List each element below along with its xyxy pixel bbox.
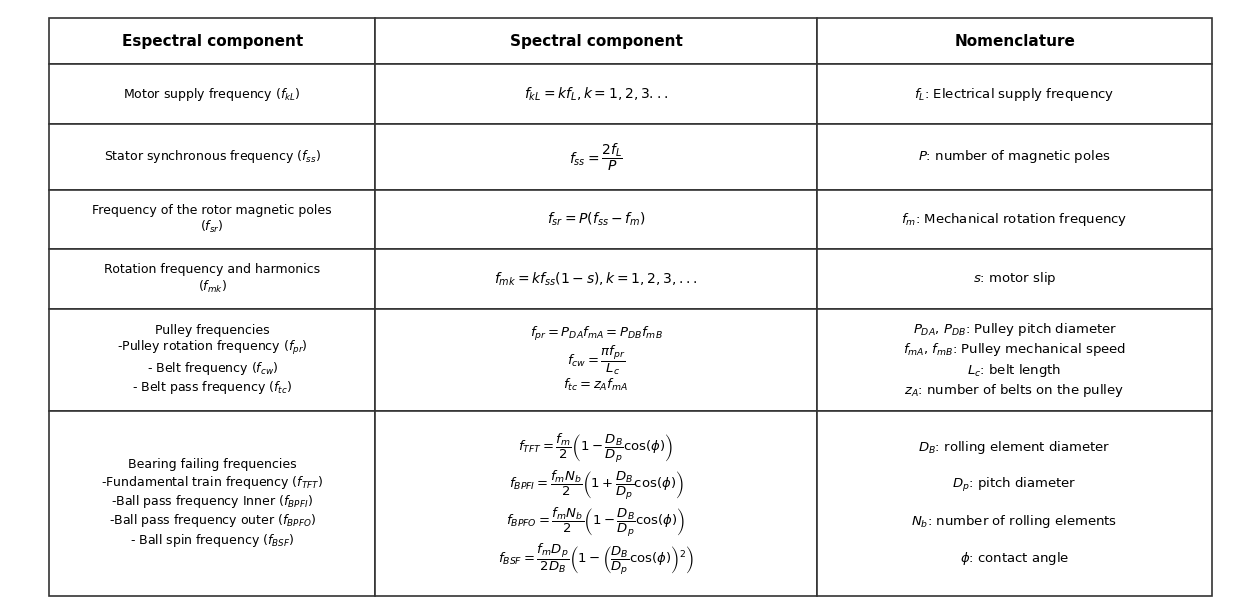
Bar [49,124,375,190]
Bar [375,18,816,64]
Bar [816,124,1212,190]
Text: $f_{mk} = kf_{ss}(1-s), k = 1,2,3, ...$: $f_{mk} = kf_{ss}(1-s), k = 1,2,3, ...$ [494,271,698,288]
Text: $f_{TFT} = \dfrac{f_m}{2}\left(1 - \dfrac{D_B}{D_p}\cos(\phi)\right)$: $f_{TFT} = \dfrac{f_m}{2}\left(1 - \dfra… [518,431,674,465]
Text: $f_{mA}$, $f_{mB}$: Pulley mechanical speed: $f_{mA}$, $f_{mB}$: Pulley mechanical sp… [903,341,1126,358]
Text: $f_{ss} = \dfrac{2f_L}{P}$: $f_{ss} = \dfrac{2f_L}{P}$ [569,141,623,173]
Bar [375,249,816,309]
Bar [49,411,375,596]
Bar [49,190,375,249]
Text: Motor supply frequency ($f_{kL}$): Motor supply frequency ($f_{kL}$) [124,86,301,103]
Text: $s$: motor slip: $s$: motor slip [972,271,1056,288]
Bar [375,190,816,249]
Text: $f_{BSF} = \dfrac{f_m D_p}{2D_B}\left(1 - \left(\dfrac{D_B}{D_p}\cos(\phi)\right: $f_{BSF} = \dfrac{f_m D_p}{2D_B}\left(1 … [499,541,694,576]
Text: $L_c$: belt length: $L_c$: belt length [967,362,1061,379]
Text: $z_A$: number of belts on the pulley: $z_A$: number of belts on the pulley [904,382,1124,399]
Bar [816,64,1212,124]
Text: Spectral component: Spectral component [510,34,683,49]
Text: $f_{sr} = P(f_{ss} - f_m)$: $f_{sr} = P(f_{ss} - f_m)$ [547,211,646,228]
Text: Frequency of the rotor magnetic poles
($f_{sr}$): Frequency of the rotor magnetic poles ($… [93,204,332,235]
Bar [816,190,1212,249]
Text: $D_B$: rolling element diameter: $D_B$: rolling element diameter [919,440,1111,457]
Text: $f_{cw} = \dfrac{\pi f_{pr}}{L_c}$: $f_{cw} = \dfrac{\pi f_{pr}}{L_c}$ [567,343,626,376]
Bar [49,249,375,309]
Bar [375,309,816,411]
Text: $f_{tc} = z_A f_{mA}$: $f_{tc} = z_A f_{mA}$ [564,378,628,393]
Bar [375,411,816,596]
Text: $f_m$: Mechanical rotation frequency: $f_m$: Mechanical rotation frequency [902,211,1128,228]
Bar [816,411,1212,596]
Bar [49,64,375,124]
Bar [816,18,1212,64]
Text: $f_{pr} = P_{DA}f_{mA} = P_{DB}f_{mB}$: $f_{pr} = P_{DA}f_{mA} = P_{DB}f_{mB}$ [529,325,662,344]
Text: $D_p$: pitch diameter: $D_p$: pitch diameter [952,476,1077,494]
Bar [375,64,816,124]
Text: $\phi$: contact angle: $\phi$: contact angle [960,550,1069,567]
Text: Bearing failing frequencies
-Fundamental train frequency ($f_{TFT}$)
-Ball pass : Bearing failing frequencies -Fundamental… [101,458,323,549]
Text: $f_{kL} = kf_L, k = 1,2,3 ...$: $f_{kL} = kf_L, k = 1,2,3 ...$ [524,86,668,103]
Text: $f_{BPFI} = \dfrac{f_m N_b}{2}\left(1 + \dfrac{D_B}{D_p}\cos(\phi)\right)$: $f_{BPFI} = \dfrac{f_m N_b}{2}\left(1 + … [508,468,683,502]
Bar [375,124,816,190]
Bar [816,249,1212,309]
Text: $f_{BPFO} = \dfrac{f_m N_b}{2}\left(1 - \dfrac{D_B}{D_p}\cos(\phi)\right)$: $f_{BPFO} = \dfrac{f_m N_b}{2}\left(1 - … [506,505,685,539]
Text: $f_L$: Electrical supply frequency: $f_L$: Electrical supply frequency [914,86,1115,103]
Text: Espectral component: Espectral component [121,34,303,49]
Text: $P_{DA}$, $P_{DB}$: Pulley pitch diameter: $P_{DA}$, $P_{DB}$: Pulley pitch diamete… [913,320,1117,337]
Text: Pulley frequencies
-Pulley rotation frequency ($f_{pr}$)
- Belt frequency ($f_{c: Pulley frequencies -Pulley rotation freq… [116,323,308,396]
Text: Stator synchronous frequency ($f_{ss}$): Stator synchronous frequency ($f_{ss}$) [104,148,320,165]
Bar [49,309,375,411]
Text: Nomenclature: Nomenclature [954,34,1075,49]
Text: Rotation frequency and harmonics
($f_{mk}$): Rotation frequency and harmonics ($f_{mk… [104,263,320,295]
Bar [49,18,375,64]
Text: $N_b$: number of rolling elements: $N_b$: number of rolling elements [912,513,1118,530]
Bar [816,309,1212,411]
Text: $P$: number of magnetic poles: $P$: number of magnetic poles [918,148,1111,165]
